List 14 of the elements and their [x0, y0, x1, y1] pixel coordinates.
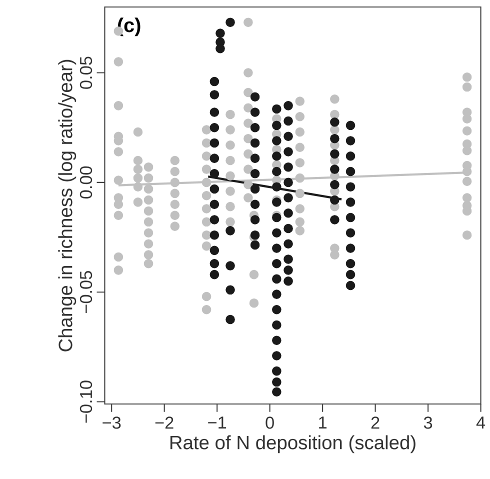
x-axis-title: Rate of N deposition (scaled)	[170, 435, 416, 454]
y-tick-label: 0.00	[80, 166, 92, 199]
x-tick-label: −1	[208, 416, 226, 429]
x-tick-label: −3	[102, 416, 121, 429]
x-tick-label: 2	[371, 416, 380, 429]
y-tick-label: −0.10	[80, 380, 92, 423]
x-tick-label: 1	[319, 416, 327, 429]
x-tick-label: 3	[424, 416, 432, 429]
y-tick-label: 0.05	[80, 56, 92, 89]
x-tick-label: 4	[476, 416, 486, 429]
y-axis-title: Change in richness (log ratio/year)	[58, 60, 76, 352]
x-tick-label: −2	[155, 416, 174, 429]
x-tick-label: 0	[266, 416, 274, 429]
y-tick-label: −0.05	[80, 271, 92, 314]
